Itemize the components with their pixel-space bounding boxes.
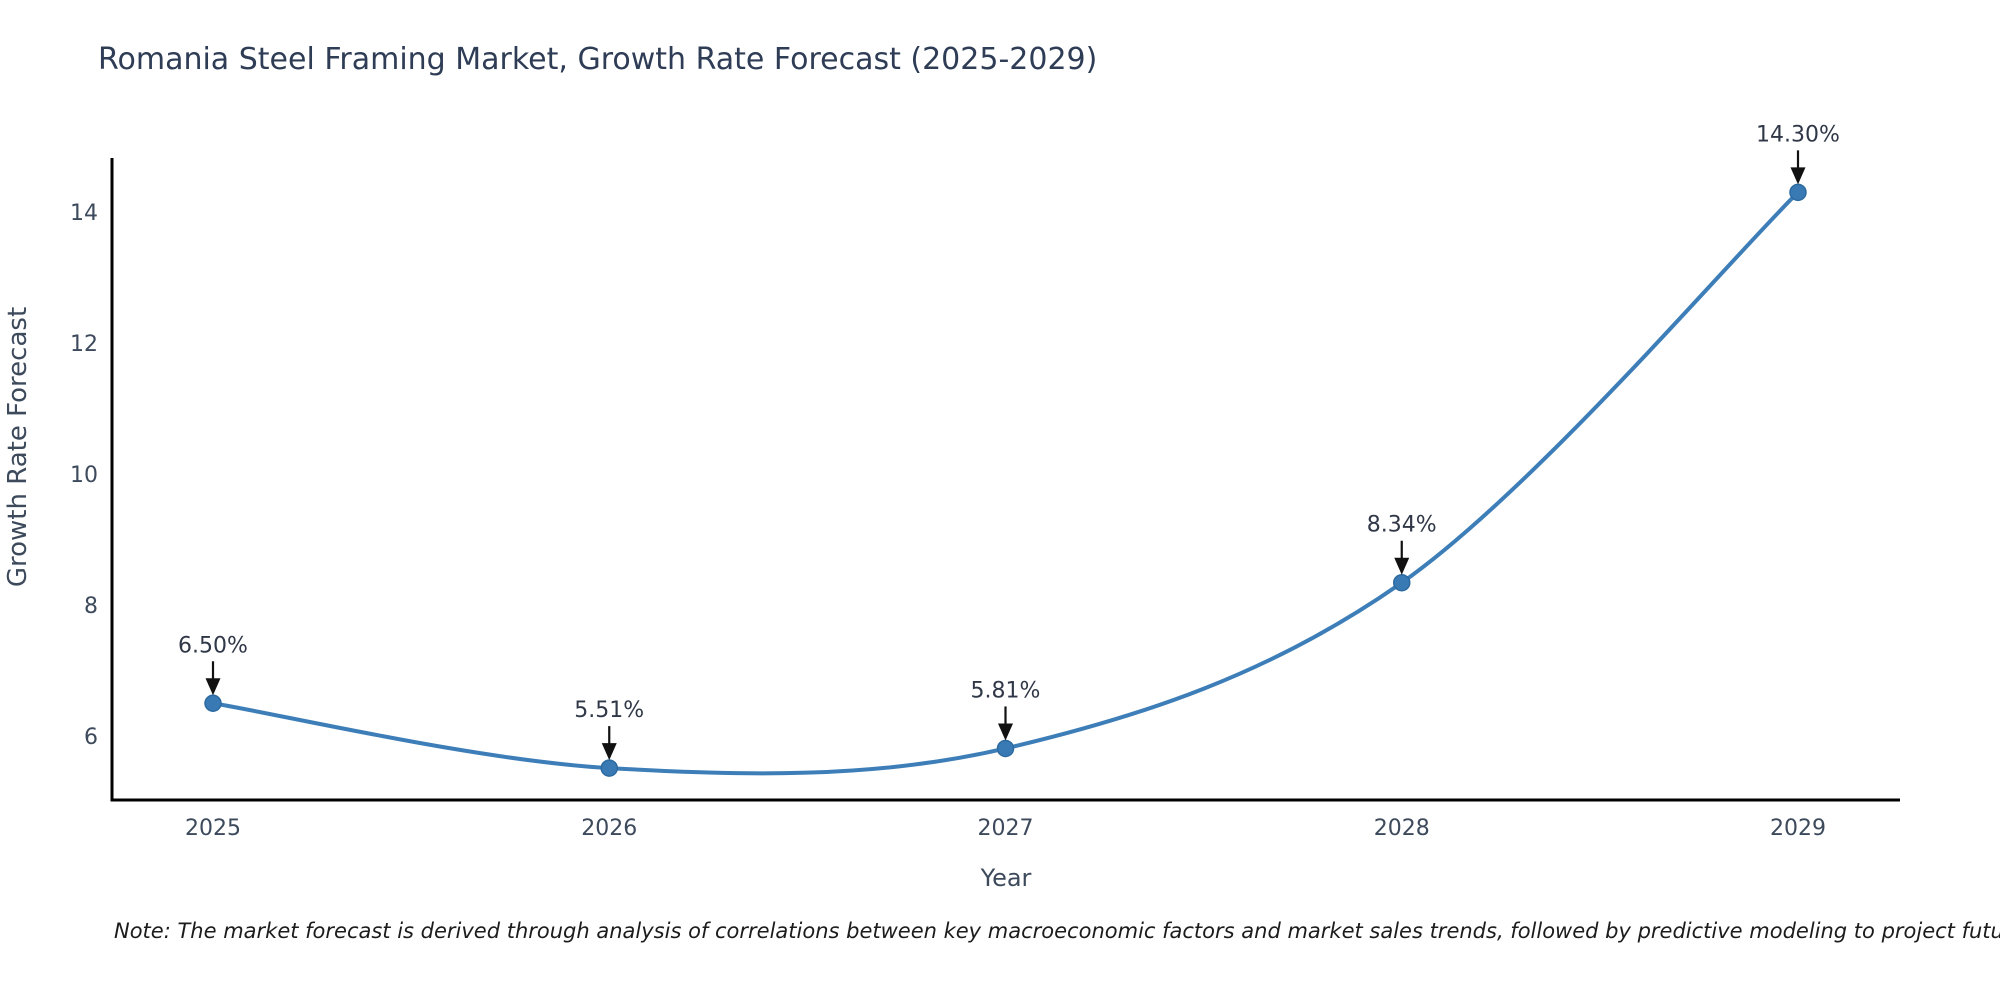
annotation-arrowhead xyxy=(998,723,1013,741)
data-point-marker xyxy=(600,759,618,777)
data-point-marker xyxy=(1393,573,1411,592)
y-tick-label: 10 xyxy=(70,463,98,488)
y-tick-label: 14 xyxy=(70,201,98,226)
annotation-arrowhead xyxy=(601,743,617,761)
y-tick-label: 6 xyxy=(84,725,98,750)
footnote: Note: The market forecast is derived thr… xyxy=(114,919,2000,943)
x-tick-labels-group: 2025 2026 2027 2028 2029 xyxy=(185,816,1826,841)
x-tick-label: 2027 xyxy=(978,816,1034,841)
y-axis-title: Growth Rate Forecast xyxy=(3,307,33,587)
annotation-arrows-group xyxy=(205,150,1806,761)
data-point-marker xyxy=(1789,183,1807,202)
annotation-arrowhead xyxy=(1394,557,1410,575)
x-tick-label: 2026 xyxy=(581,816,637,841)
annotation-label: 5.51% xyxy=(574,698,644,723)
annotation-arrowhead xyxy=(205,678,221,696)
chart-title: Romania Steel Framing Market, Growth Rat… xyxy=(98,42,1098,77)
x-axis-title: Year xyxy=(980,864,1032,892)
annotation-label: 8.34% xyxy=(1367,513,1437,538)
trend-line xyxy=(211,190,1800,776)
y-tick-labels-group: 6 8 10 12 14 xyxy=(70,201,98,750)
x-tick-label: 2028 xyxy=(1374,816,1430,841)
y-tick-label: 12 xyxy=(70,332,98,357)
annotation-label: 6.50% xyxy=(178,633,248,658)
trend-line-group xyxy=(211,190,1800,776)
x-tick-label: 2025 xyxy=(185,816,241,841)
x-tick-label: 2029 xyxy=(1770,816,1826,841)
annotation-arrowhead xyxy=(1790,167,1806,185)
annotation-label: 5.81% xyxy=(971,678,1041,703)
annotation-label: 14.30% xyxy=(1756,122,1840,147)
annotation-labels-group: 6.50% 5.51% 5.81% 8.34% 14.30% xyxy=(178,122,1840,723)
data-point-marker xyxy=(996,739,1015,758)
y-tick-label: 8 xyxy=(84,594,98,619)
data-point-marker xyxy=(204,694,222,712)
